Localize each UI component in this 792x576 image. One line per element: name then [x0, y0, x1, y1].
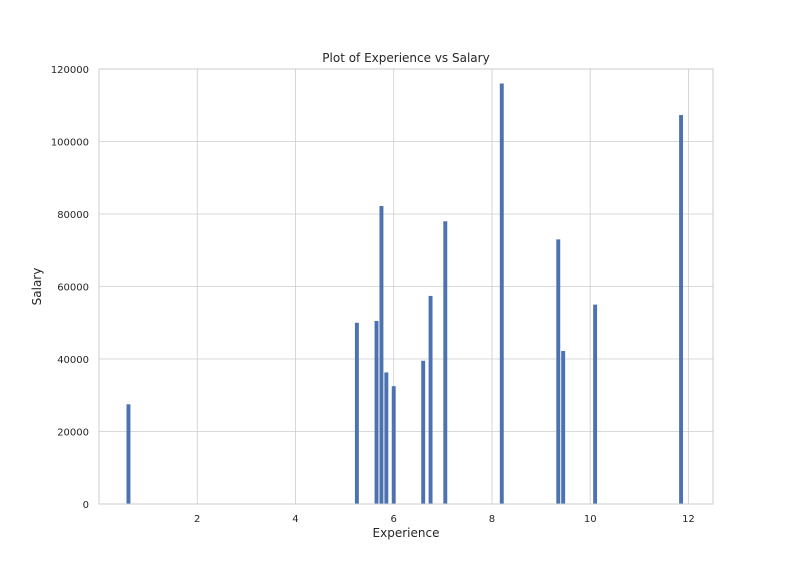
bars: [126, 83, 684, 504]
bar: [561, 351, 566, 504]
y-tick-label: 60000: [57, 283, 89, 294]
bar: [499, 83, 504, 504]
y-tick-label: 120000: [51, 65, 89, 76]
x-tick-label: 2: [194, 514, 200, 525]
y-tick-label: 100000: [51, 138, 89, 149]
x-tick-label: 4: [292, 514, 298, 525]
y-tick-label: 80000: [57, 210, 89, 221]
bar: [379, 206, 384, 504]
bar: [556, 239, 561, 504]
bar: [391, 386, 396, 504]
x-tick-labels: 2 4 6 8 10 12: [194, 514, 695, 525]
x-tick-label: 8: [489, 514, 495, 525]
bar: [354, 322, 359, 504]
y-axis-label: Salary: [30, 268, 44, 306]
chart-title: Plot of Experience vs Salary: [322, 51, 489, 65]
y-tick-labels: 0 20000 40000 60000 80000 100000 120000: [51, 65, 89, 511]
bar: [421, 360, 426, 504]
x-axis-label: Experience: [373, 526, 440, 540]
bar: [374, 320, 379, 504]
y-tick-label: 20000: [57, 428, 89, 439]
grid-lines: [99, 68, 713, 505]
y-tick-label: 0: [83, 500, 89, 511]
bar: [384, 372, 389, 504]
bar: [443, 221, 448, 504]
y-tick-label: 40000: [57, 355, 89, 366]
x-tick-label: 10: [584, 514, 597, 525]
axes-frame: [98, 68, 714, 505]
x-tick-label: 6: [391, 514, 397, 525]
x-tick-label: 12: [682, 514, 695, 525]
bar: [126, 404, 131, 504]
bar: [593, 304, 598, 504]
bar: [679, 115, 684, 504]
bar: [428, 295, 433, 504]
